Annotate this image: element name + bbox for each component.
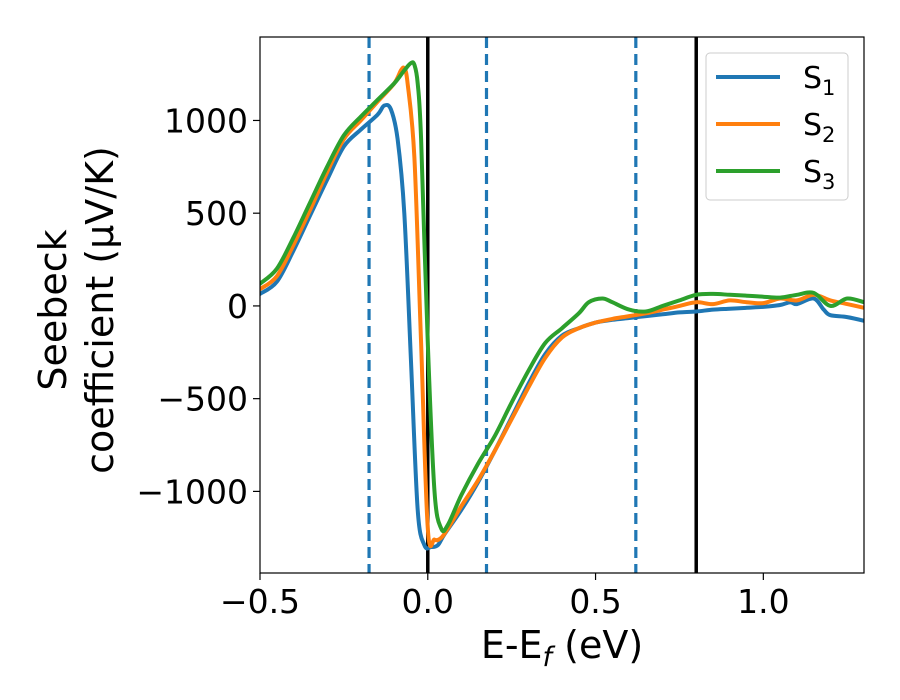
series-lines xyxy=(260,60,864,551)
y-tick-label: 500 xyxy=(185,194,248,233)
y-tick-label: −500 xyxy=(157,380,248,419)
x-tick-label: 1.0 xyxy=(737,582,789,621)
legend: S1 S2 S3 xyxy=(705,52,849,201)
x-tick-label: −0.5 xyxy=(220,582,300,621)
series-line-s3 xyxy=(260,60,864,534)
plot-frame xyxy=(259,36,865,574)
y-tick-label: 1000 xyxy=(164,101,248,140)
y-axis-label: Seebeck coefficient (μV/K) xyxy=(31,146,122,474)
x-tick-label: 0.5 xyxy=(569,582,621,621)
x-axis-label: E-Ef (eV) xyxy=(481,623,643,673)
y-axis-label-line1: Seebeck xyxy=(31,229,75,390)
y-axis: −1000 −500 0 500 1000 xyxy=(136,101,260,511)
x-axis: −0.5 0.0 0.5 1.0 xyxy=(220,573,790,621)
legend-label-s1: S1 xyxy=(803,61,835,100)
y-axis-label-line2: coefficient (μV/K) xyxy=(78,146,122,474)
legend-label-s3: S3 xyxy=(803,155,835,194)
y-tick-label: −1000 xyxy=(136,472,248,511)
legend-label-s2: S2 xyxy=(803,108,835,147)
legend-box xyxy=(705,52,849,201)
x-tick-label: 0.0 xyxy=(402,582,454,621)
y-tick-label: 0 xyxy=(227,287,248,326)
